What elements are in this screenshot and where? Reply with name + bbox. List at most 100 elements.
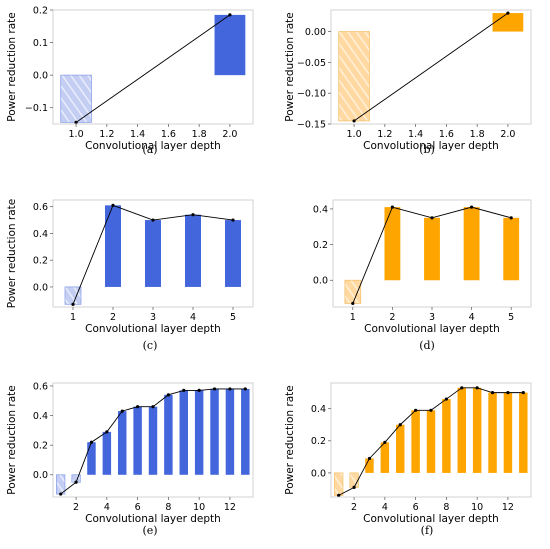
data-point — [509, 216, 513, 220]
x-axis-label: Convolutional layer depth — [85, 140, 221, 152]
panel-caption: (d) — [419, 339, 435, 352]
bar — [179, 390, 188, 475]
x-tick-label: 8 — [443, 502, 449, 513]
data-point — [151, 218, 155, 222]
bar — [105, 205, 121, 287]
bar — [225, 388, 235, 475]
data-point — [351, 301, 355, 306]
y-tick-label: 0.0 — [313, 276, 328, 287]
chart-panel: 0.6 0.4 0.2 0.0 1 2 3 4 5 Convolutional layer dep… — [6, 199, 254, 352]
bar — [519, 392, 528, 473]
bar-negative — [56, 474, 66, 495]
series-line — [75, 14, 231, 123]
x-tick-label: 1.4 — [408, 129, 423, 140]
y-tick-label: 0.0 — [33, 282, 48, 293]
chart-panel: 0.00 −0.05 −0.10 −0.15 1.0 1.2 1.4 1.6 1.8 2.0Con… — [284, 9, 532, 156]
bar — [102, 431, 112, 475]
x-tick-label: 1 — [350, 312, 356, 323]
bar — [426, 410, 436, 473]
x-tick-label: 12 — [224, 502, 236, 513]
bar — [442, 399, 451, 473]
x-tick-label: 5 — [230, 312, 236, 323]
data-point — [243, 387, 247, 391]
x-tick-label: 10 — [193, 502, 205, 513]
x-tick-label: 1.8 — [192, 129, 207, 140]
bar — [472, 387, 482, 473]
data-point — [383, 440, 387, 445]
bar — [241, 388, 250, 475]
bar — [210, 388, 219, 475]
x-tick-label: 10 — [471, 502, 483, 513]
data-point — [475, 386, 479, 390]
y-tick-label: 0.1 — [33, 38, 48, 49]
bar — [194, 390, 204, 475]
data-point — [111, 203, 115, 207]
x-tick-label: 1.0 — [69, 129, 84, 140]
bar — [463, 207, 480, 281]
x-tick-label: 4 — [469, 312, 475, 323]
y-tick-label: 0.0 — [33, 470, 48, 481]
x-tick-label: 6 — [413, 502, 419, 513]
data-point — [74, 480, 78, 484]
data-point — [74, 120, 78, 124]
x-tick-label: 2 — [73, 502, 79, 513]
bar — [87, 442, 96, 475]
y-tick-label: 0.0 — [311, 468, 326, 479]
panel-caption: (b) — [419, 143, 435, 156]
bar — [164, 394, 173, 475]
y-axis-label: Power reduction rate — [6, 12, 18, 122]
data-point — [228, 13, 232, 17]
y-axis-label: Power reduction rate — [284, 385, 296, 495]
data-point — [105, 430, 109, 434]
bar — [424, 217, 440, 281]
x-tick-label: 3 — [150, 312, 156, 323]
data-point — [414, 408, 418, 412]
x-tick-label: 2 — [110, 312, 116, 323]
x-tick-label: 2.0 — [222, 129, 237, 140]
x-tick-label: 2.0 — [500, 129, 515, 140]
y-tick-label: 0.2 — [33, 256, 48, 267]
x-tick-label: 3 — [429, 312, 435, 323]
data-point — [444, 397, 448, 401]
y-tick-label: −0.10 — [297, 89, 326, 100]
x-tick-label: 2 — [389, 312, 395, 323]
y-tick-label: −0.1 — [25, 103, 48, 114]
data-point — [429, 408, 433, 412]
bar — [133, 406, 142, 475]
bar — [457, 387, 466, 473]
plot-frame — [330, 9, 532, 125]
bar — [225, 220, 241, 287]
x-tick-label: 8 — [165, 502, 171, 513]
y-tick-label: 0.2 — [311, 436, 326, 447]
x-tick-label: 2 — [351, 502, 357, 513]
x-tick-label: 1.2 — [99, 129, 114, 140]
y-axis-label: Power reduction rate — [284, 12, 296, 122]
plot-frame — [52, 9, 254, 125]
bar — [365, 458, 374, 473]
bar — [185, 214, 201, 287]
data-point — [89, 440, 94, 444]
panel-caption: (a) — [142, 143, 157, 156]
y-tick-label: 0.0 — [33, 71, 48, 82]
data-point — [231, 218, 235, 222]
y-tick-label: 0.4 — [313, 204, 328, 215]
x-tick-label: 5 — [508, 312, 514, 323]
data-point — [352, 485, 356, 489]
chart-panel: 0.4 0.2 0.0 1 2 3 4 5 Convolutional layer depth (… — [313, 199, 532, 352]
y-tick-label: 0.6 — [33, 381, 48, 392]
data-point — [197, 388, 201, 392]
x-tick-label: 1.6 — [161, 129, 176, 140]
x-axis-label: Convolutional layer depth — [364, 323, 500, 335]
data-point — [352, 119, 356, 123]
bar — [118, 411, 127, 475]
x-tick-label: 1.0 — [347, 129, 362, 140]
x-tick-label: 1.6 — [439, 129, 454, 140]
x-tick-label: 1.2 — [377, 129, 392, 140]
bar — [396, 424, 405, 473]
data-point — [71, 302, 75, 306]
data-point — [490, 391, 495, 395]
bar — [503, 392, 513, 473]
bar — [380, 442, 390, 473]
x-tick-label: 4 — [190, 312, 196, 323]
data-point — [398, 423, 402, 427]
